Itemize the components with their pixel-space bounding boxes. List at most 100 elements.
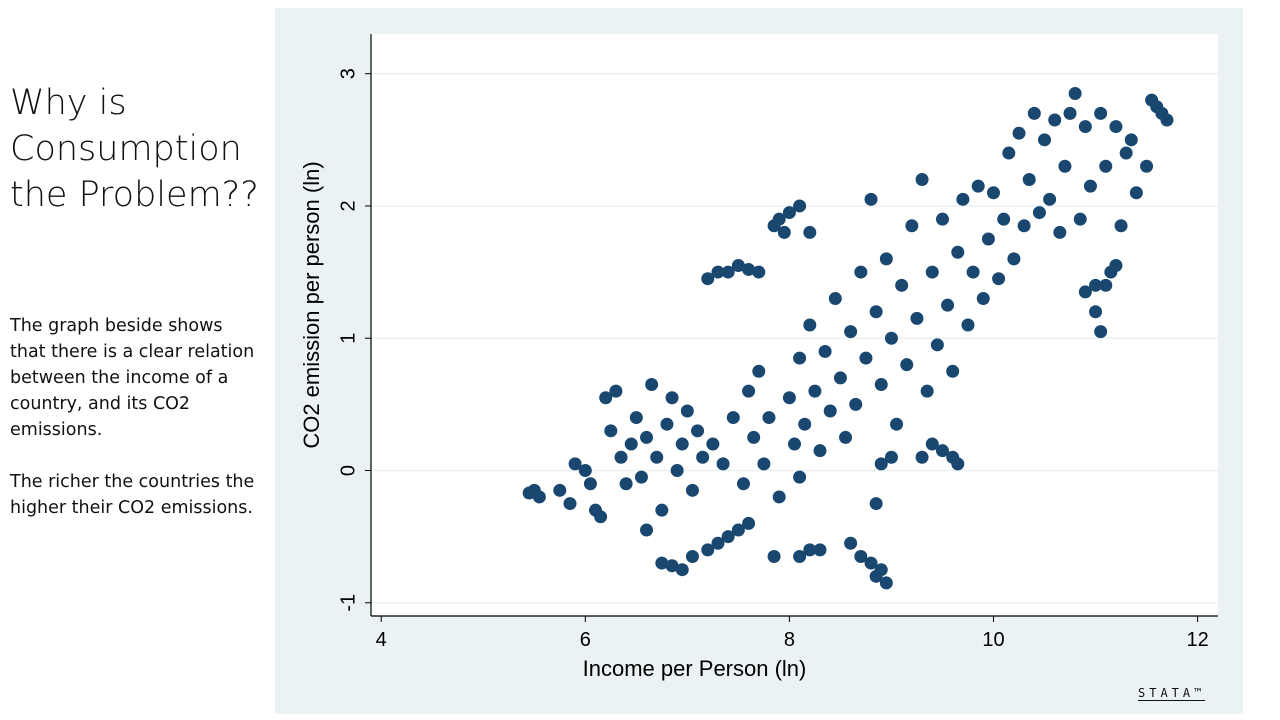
scatter-point (1094, 106, 1108, 120)
slide-paragraph-2: The richer the countries the higher thei… (10, 472, 255, 518)
scatter-point (813, 444, 827, 458)
scatter-point (1002, 146, 1016, 160)
scatter-point (583, 477, 597, 491)
scatter-point (869, 497, 883, 511)
scatter-point (935, 444, 949, 458)
scatter-point (803, 543, 817, 557)
scatter-point (629, 411, 643, 425)
scatter-point (874, 457, 888, 471)
scatter-point (701, 272, 715, 286)
scatter-point (1063, 106, 1077, 120)
y-tick-label: 0 (337, 465, 359, 476)
scatter-point (793, 351, 807, 365)
scatter-point (782, 206, 796, 220)
scatter-point (624, 437, 638, 451)
scatter-point (691, 424, 705, 438)
scatter-point (818, 344, 832, 358)
scatter-point (772, 212, 786, 226)
scatter-point (961, 318, 975, 332)
scatter-point (788, 437, 801, 451)
scatter-point (890, 417, 904, 431)
scatter-point (731, 523, 745, 537)
x-tick-label: 10 (982, 629, 1004, 651)
scatter-point (935, 212, 949, 226)
scatter-point (992, 272, 1006, 286)
scatter-point (981, 232, 995, 246)
scatter-point (1119, 146, 1133, 160)
scatter-point (1068, 87, 1082, 101)
scatter-point (915, 450, 929, 464)
scatter-point (925, 437, 939, 451)
scatter-point (721, 265, 735, 279)
scatter-point (655, 556, 669, 570)
scatter-point (879, 252, 893, 266)
scatter-point (675, 437, 689, 451)
scatter-point (655, 503, 669, 517)
scatter-point (1094, 325, 1108, 339)
scatter-point (874, 378, 888, 392)
scatter-point (665, 559, 679, 573)
scatter-point (1043, 192, 1057, 206)
scatter-point (645, 378, 659, 392)
scatter-point (680, 404, 694, 418)
slide-title: Why is Consumption the Problem?? (10, 83, 259, 215)
scatter-point (884, 450, 898, 464)
scatter-point (772, 490, 786, 504)
scatter-point (742, 384, 756, 398)
scatter-point (798, 417, 812, 431)
stata-logo: STATA™ (1138, 686, 1206, 701)
scatter-point (1124, 133, 1138, 147)
scatter-point (568, 457, 582, 471)
scatter-point (670, 464, 684, 477)
scatter-point (701, 543, 715, 557)
scatter-point (966, 265, 980, 279)
scatter-point (900, 358, 914, 372)
scatter-point (553, 483, 567, 497)
scatter-point (634, 470, 648, 484)
scatter-point (752, 364, 766, 378)
scatter-point (930, 338, 944, 352)
scatter-point (1089, 305, 1103, 319)
scatter-point (619, 477, 633, 491)
scatter-point (986, 186, 1000, 200)
x-tick-label: 12 (1186, 629, 1208, 651)
scatter-point (828, 292, 842, 306)
scatter-point (640, 523, 654, 537)
scatter-point (844, 536, 858, 550)
scatter-point (1078, 285, 1092, 299)
scatter-point (833, 371, 847, 385)
scatter-point (742, 516, 756, 530)
scatter-point (762, 411, 776, 425)
scatter-point (864, 556, 878, 570)
scatter-point (599, 391, 613, 405)
scatter-point (1053, 225, 1067, 239)
scatter-point (716, 457, 730, 471)
scatter-point (941, 298, 955, 312)
scatter-point (752, 265, 766, 279)
scatter-point (884, 331, 898, 345)
scatter-point (721, 530, 735, 544)
scatter-point (726, 411, 740, 425)
scatter-point (747, 430, 761, 444)
scatter-point (864, 192, 878, 206)
x-axis-label: Income per Person (ln) (583, 656, 807, 681)
scatter-point (793, 549, 807, 563)
scatter-point (915, 173, 929, 186)
scatter-point (793, 199, 807, 213)
scatter-point (854, 549, 868, 563)
scatter-point (711, 265, 725, 279)
scatter-point (782, 391, 796, 405)
scatter-point (997, 212, 1011, 226)
scatter-point (803, 225, 817, 239)
scatter-point (1058, 159, 1072, 173)
y-tick-label: 3 (337, 68, 359, 79)
scatter-point (849, 397, 863, 411)
scatter-point (1022, 173, 1036, 186)
scatter-point (532, 490, 546, 504)
scatter-point (874, 563, 888, 577)
scatter-point (854, 265, 868, 279)
scatter-point (1129, 186, 1143, 200)
scatter-point (910, 311, 924, 325)
scatter-point (951, 457, 965, 471)
